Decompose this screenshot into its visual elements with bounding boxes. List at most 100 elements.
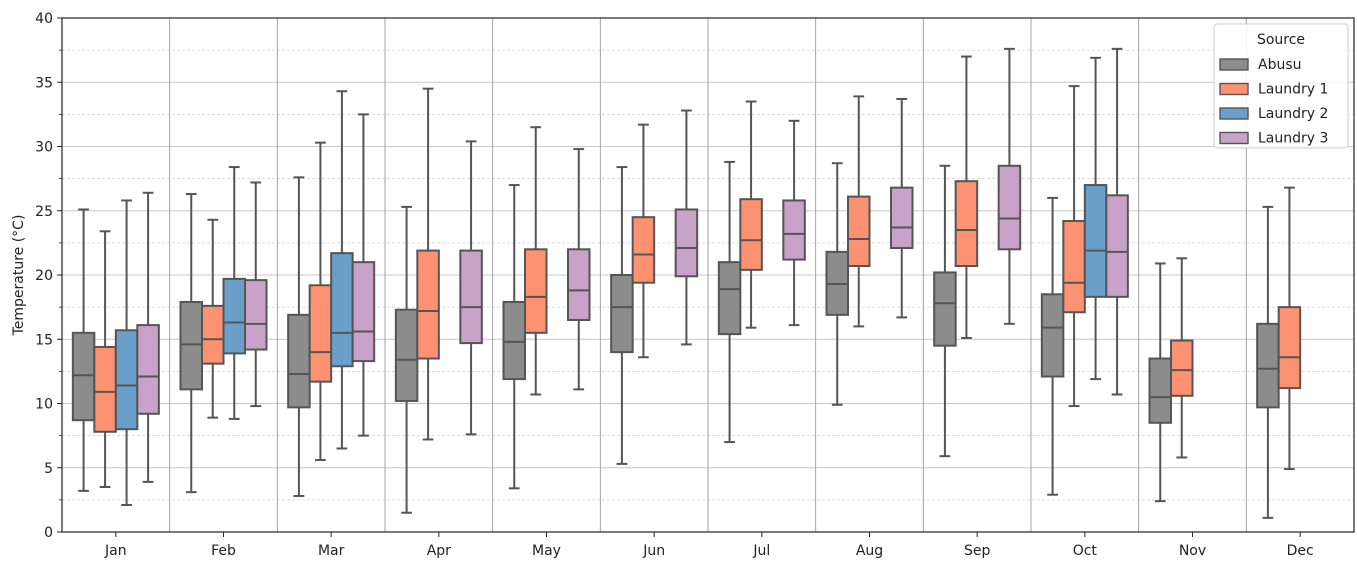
legend: Source Abusu Laundry 1 Laundry 2 Laundry 3 bbox=[1213, 23, 1349, 149]
box-nov-laundry-1 bbox=[1170, 257, 1194, 459]
x-tick-label: Jun bbox=[642, 543, 665, 559]
month-separator-layer bbox=[169, 18, 1247, 532]
box-iqr bbox=[244, 279, 268, 351]
x-tick-label: Nov bbox=[1179, 543, 1206, 559]
box-iqr bbox=[1170, 339, 1194, 397]
box-may-laundry-3 bbox=[567, 148, 591, 391]
legend-label: Laundry 2 bbox=[1258, 106, 1328, 122]
box-iqr bbox=[201, 304, 225, 365]
box-iqr bbox=[93, 345, 117, 433]
box-aug-abusu bbox=[825, 162, 849, 406]
y-tick-label: 20 bbox=[35, 268, 53, 284]
box-apr-laundry-1 bbox=[416, 87, 440, 441]
box-iqr bbox=[351, 261, 376, 363]
box-iqr bbox=[459, 249, 483, 345]
box-aug-laundry-3 bbox=[890, 97, 914, 319]
box-iqr bbox=[1256, 322, 1280, 409]
box-iqr bbox=[1277, 306, 1302, 390]
box-jun-abusu bbox=[610, 166, 634, 465]
box-nov-abusu bbox=[1148, 262, 1172, 503]
box-iqr bbox=[567, 248, 591, 321]
legend-entry-laundry-1: Laundry 1 bbox=[1219, 82, 1328, 98]
x-tick-label: Feb bbox=[211, 543, 236, 559]
box-iqr bbox=[1105, 194, 1129, 298]
legend-swatch bbox=[1219, 131, 1249, 145]
box-iqr bbox=[114, 329, 139, 431]
y-tick-label: 25 bbox=[35, 204, 53, 220]
box-iqr bbox=[631, 216, 656, 284]
box-layer bbox=[71, 47, 1302, 519]
box-iqr bbox=[136, 324, 160, 415]
y-tick-label: 15 bbox=[35, 332, 53, 348]
axis-layer: 0 5 10 15 20 25 30 35 40 Jan Feb Mar Apr May Jun Jul Aug… bbox=[35, 11, 1314, 559]
box-iqr bbox=[890, 186, 914, 250]
box-jan-laundry-1 bbox=[93, 230, 117, 489]
box-sep-abusu bbox=[933, 164, 957, 458]
box-apr-abusu bbox=[394, 205, 419, 514]
box-iqr bbox=[1083, 184, 1108, 298]
box-jul-laundry-1 bbox=[739, 100, 763, 329]
box-iqr bbox=[782, 199, 806, 261]
box-jun-laundry-3 bbox=[674, 109, 699, 346]
y-tick-label: 5 bbox=[44, 461, 53, 477]
box-iqr bbox=[847, 195, 871, 268]
y-tick-label: 30 bbox=[35, 140, 53, 156]
box-mar-abusu bbox=[287, 176, 311, 498]
box-iqr bbox=[1148, 357, 1172, 424]
box-iqr bbox=[717, 261, 742, 336]
box-iqr bbox=[179, 300, 203, 391]
x-tick-label: Sep bbox=[964, 543, 991, 559]
box-mar-laundry-2 bbox=[330, 90, 354, 450]
legend-label: Laundry 1 bbox=[1258, 82, 1328, 98]
box-jul-laundry-3 bbox=[782, 119, 806, 327]
box-feb-laundry-1 bbox=[201, 218, 225, 419]
box-iqr bbox=[674, 208, 699, 278]
legend-swatch bbox=[1219, 107, 1249, 120]
y-tick-label: 40 bbox=[35, 11, 53, 27]
legend-entry-laundry-3: Laundry 3 bbox=[1219, 131, 1328, 147]
box-iqr bbox=[1062, 220, 1086, 314]
box-mar-laundry-3 bbox=[351, 113, 376, 437]
x-tick-label: Jan bbox=[104, 543, 127, 559]
box-iqr bbox=[610, 274, 634, 354]
x-tick-label: Jul bbox=[752, 543, 770, 559]
box-sep-laundry-3 bbox=[997, 47, 1022, 325]
x-tick-label: Mar bbox=[318, 543, 345, 559]
box-iqr bbox=[997, 164, 1022, 251]
box-oct-abusu bbox=[1040, 196, 1065, 496]
box-iqr bbox=[502, 300, 526, 381]
legend-entry-abusu: Abusu bbox=[1219, 57, 1302, 73]
y-tick-label: 10 bbox=[35, 397, 53, 413]
box-iqr bbox=[71, 331, 96, 422]
box-iqr bbox=[287, 313, 311, 409]
x-tick-label: Aug bbox=[856, 543, 883, 559]
box-iqr bbox=[1040, 293, 1065, 378]
legend-label: Laundry 3 bbox=[1258, 131, 1328, 147]
box-oct-laundry-3 bbox=[1105, 47, 1129, 396]
legend-swatch bbox=[1219, 58, 1249, 71]
legend-entries: Abusu Laundry 1 Laundry 2 Laundry 3 bbox=[1219, 57, 1328, 147]
box-apr-laundry-3 bbox=[459, 140, 483, 436]
box-sep-laundry-1 bbox=[954, 55, 979, 339]
legend-entry-laundry-2: Laundry 2 bbox=[1219, 106, 1328, 122]
box-jun-laundry-1 bbox=[631, 123, 656, 359]
box-jul-abusu bbox=[717, 160, 742, 444]
y-axis-label: Temperature (°C) bbox=[11, 215, 27, 337]
box-may-laundry-1 bbox=[524, 126, 548, 396]
y-tick-label: 35 bbox=[35, 75, 53, 91]
box-jan-abusu bbox=[71, 208, 96, 492]
box-iqr bbox=[954, 180, 979, 268]
box-dec-laundry-1 bbox=[1277, 186, 1302, 471]
box-iqr bbox=[416, 249, 440, 360]
box-iqr bbox=[394, 308, 419, 402]
box-jan-laundry-2 bbox=[114, 199, 139, 507]
box-iqr bbox=[524, 248, 548, 334]
box-mar-laundry-1 bbox=[308, 141, 333, 462]
box-iqr bbox=[308, 284, 333, 383]
legend-title: Source bbox=[1257, 32, 1305, 48]
box-jan-laundry-3 bbox=[136, 191, 160, 483]
x-tick-label: Dec bbox=[1287, 543, 1314, 559]
box-dec-abusu bbox=[1256, 205, 1280, 519]
